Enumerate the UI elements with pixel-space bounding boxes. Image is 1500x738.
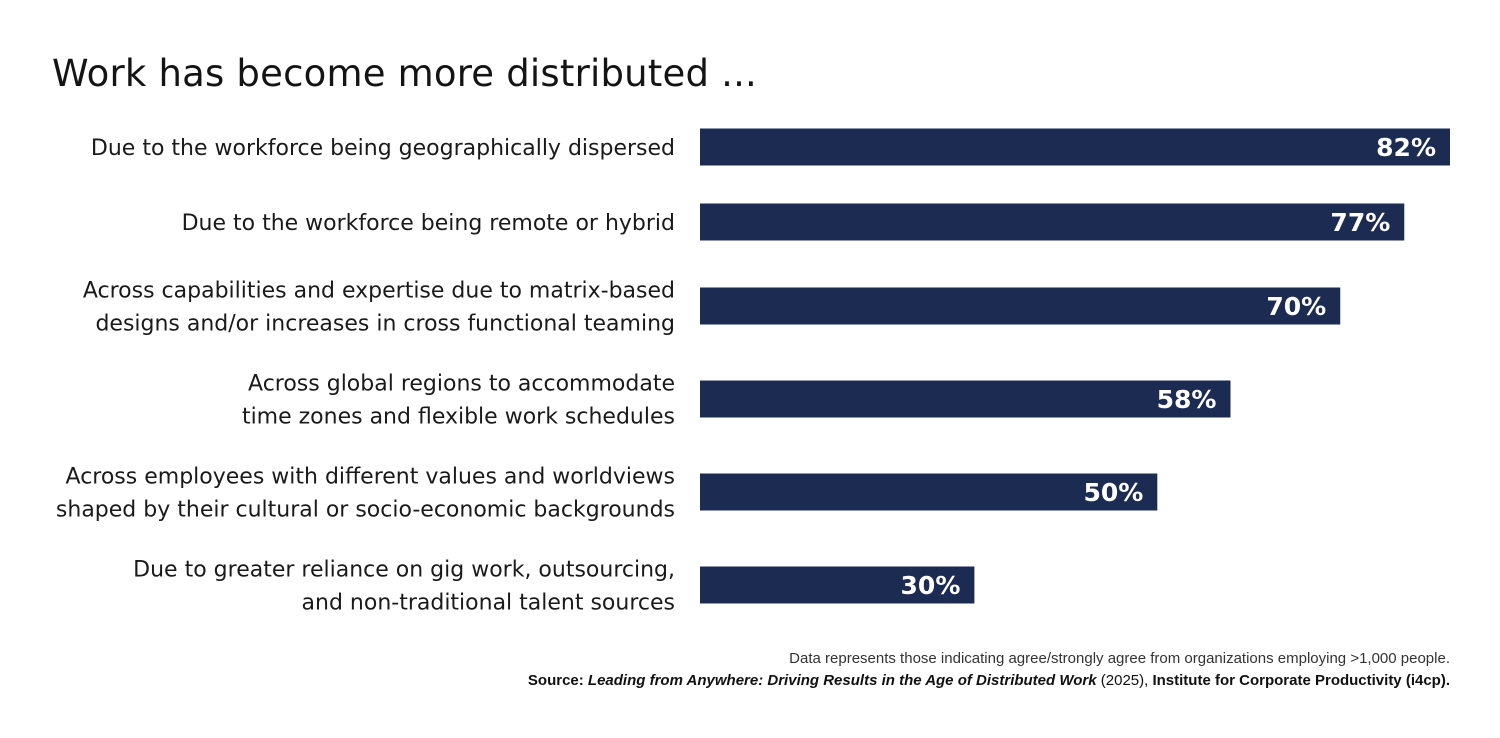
category-label-3: Across capabilities and expertise due to… [83,279,675,337]
bar-3 [700,287,1341,325]
bar-2 [700,203,1405,241]
source-citation: Source: Leading from Anywhere: Driving R… [528,672,1450,689]
source-publication: Leading from Anywhere: Driving Results i… [587,672,1097,689]
footnote: Data represents those indicating agree/s… [789,650,1450,667]
chart-title: Work has become more distributed ... [52,52,757,95]
category-label-line: shaped by their cultural or socio-econom… [56,498,675,523]
category-label-line: Due to the workforce being geographicall… [91,136,675,161]
category-label-line: Across global regions to accommodate [248,372,675,397]
category-label-line: Due to the workforce being remote or hyb… [182,211,675,236]
category-label-line: and non-traditional talent sources [302,591,675,616]
category-label-line: Across capabilities and expertise due to… [83,279,675,304]
category-label-5: Across employees with different values a… [56,465,675,523]
bar-4 [700,380,1231,418]
source-organization: Institute for Corporate Productivity (i4… [1152,672,1450,689]
category-label-1: Due to the workforce being geographicall… [91,136,675,161]
category-label-line: Across employees with different values a… [66,465,675,490]
bar-value-label-4: 58% [1157,385,1217,414]
bar-5 [700,473,1158,511]
bar-value-label-3: 70% [1266,292,1326,321]
bar-6 [700,566,975,604]
bar-value-label-5: 50% [1083,478,1143,507]
source-prefix: Source: [527,672,588,689]
category-label-4: Across global regions to accommodate time… [242,372,675,430]
bar-value-label-1: 82% [1376,133,1436,162]
bar-value-label-2: 77% [1330,208,1390,237]
category-label-6: Due to greater reliance on gig work, out… [133,558,675,616]
category-label-line: designs and/or increases in cross functi… [95,312,675,337]
bar-value-label-6: 30% [901,571,961,600]
category-label-2: Due to the workforce being remote or hyb… [182,211,675,236]
bar-chart: 82% Due to the workforce being geographic… [56,128,1450,616]
category-label-line: time zones and flexible work schedules [242,405,675,430]
source-year: (2025), [1096,672,1153,689]
category-label-line: Due to greater reliance on gig work, out… [133,558,675,583]
bar-1 [700,128,1450,166]
